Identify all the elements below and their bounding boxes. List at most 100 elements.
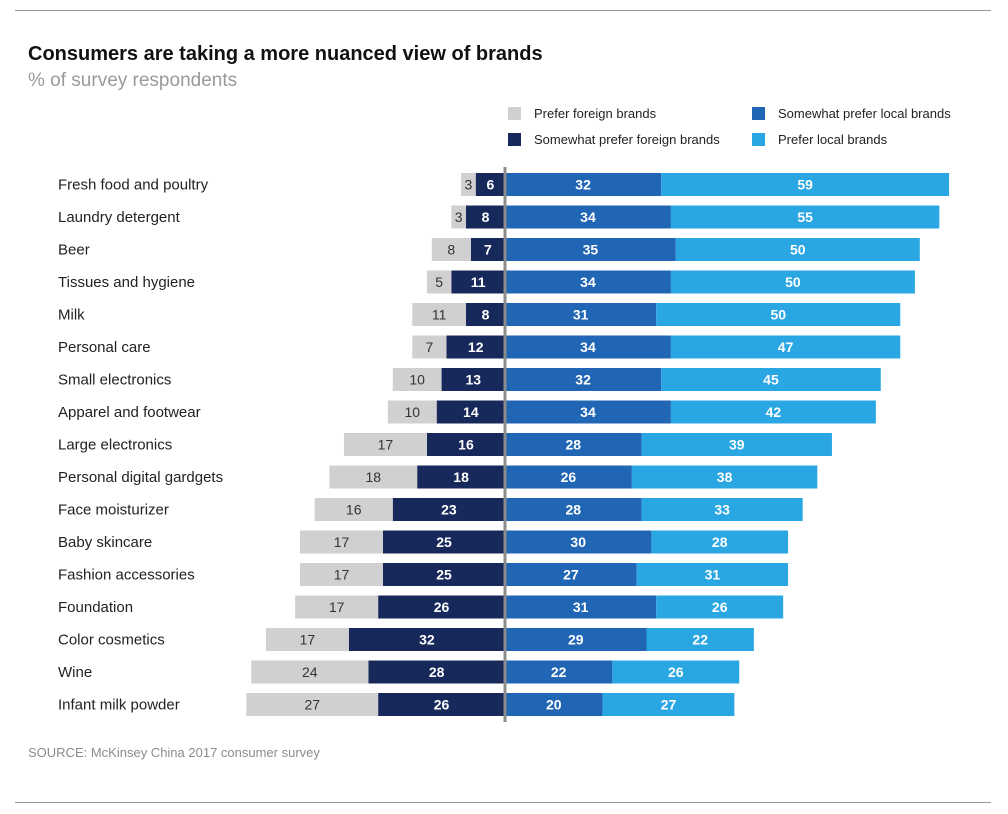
bar-prefer-local-brands [641, 433, 832, 456]
data-label-prefer-local-brands: 22 [692, 632, 708, 648]
bar-prefer-local-brands [612, 660, 740, 684]
data-label-somewhat-prefer-foreign-brands: 14 [463, 404, 479, 420]
data-label-somewhat-prefer-local-brands: 22 [551, 664, 567, 680]
data-label-prefer-local-brands: 45 [763, 372, 779, 388]
legend-item-prefer-local: Prefer local brands [752, 132, 887, 147]
bar-somewhat-prefer-local-brands [505, 628, 647, 651]
bar-somewhat-prefer-local-brands [505, 400, 671, 424]
bar-somewhat-prefer-foreign-brands [475, 173, 505, 196]
data-label-prefer-foreign-brands: 16 [346, 502, 362, 518]
data-label-prefer-foreign-brands: 17 [378, 437, 394, 453]
data-label-somewhat-prefer-foreign-brands: 25 [436, 567, 452, 583]
data-label-somewhat-prefer-local-brands: 28 [566, 502, 582, 518]
data-label-somewhat-prefer-foreign-brands: 8 [482, 307, 490, 323]
bar-prefer-foreign-brands [392, 368, 442, 391]
chart-title: Consumers are taking a more nuanced view… [28, 43, 543, 65]
category-label: Foundation [58, 599, 133, 616]
bar-somewhat-prefer-local-brands [505, 498, 642, 521]
data-label-somewhat-prefer-foreign-brands: 13 [465, 372, 481, 388]
category-label: Tissues and hygiene [58, 274, 195, 291]
data-label-prefer-local-brands: 55 [797, 209, 813, 225]
bar-prefer-local-brands [661, 173, 950, 196]
data-label-somewhat-prefer-foreign-brands: 32 [419, 632, 435, 648]
data-label-prefer-local-brands: 47 [778, 339, 794, 355]
data-label-somewhat-prefer-local-brands: 34 [580, 274, 596, 290]
bar-prefer-local-brands [656, 303, 901, 326]
bar-somewhat-prefer-local-brands [505, 173, 662, 196]
bar-somewhat-prefer-foreign-brands [426, 433, 505, 456]
category-label: Personal digital gardgets [58, 469, 223, 486]
bar-prefer-local-brands [670, 205, 940, 229]
data-label-prefer-local-brands: 50 [770, 307, 786, 323]
category-label: Infant milk powder [58, 697, 180, 714]
data-label-somewhat-prefer-local-brands: 34 [580, 339, 596, 355]
category-label: Large electronics [58, 437, 172, 454]
legend-item-somewhat-foreign: Somewhat prefer foreign brands [508, 132, 720, 147]
data-label-somewhat-prefer-foreign-brands: 6 [486, 177, 494, 193]
data-label-prefer-local-brands: 28 [712, 534, 728, 550]
data-label-prefer-local-brands: 27 [661, 697, 677, 713]
data-label-prefer-local-brands: 50 [785, 274, 801, 290]
bar-somewhat-prefer-foreign-brands [383, 563, 505, 586]
category-label: Fresh food and poultry [58, 177, 209, 194]
category-label: Laundry detergent [58, 209, 181, 226]
bar-somewhat-prefer-local-brands [505, 693, 603, 716]
bar-somewhat-prefer-foreign-brands [446, 335, 505, 359]
data-label-prefer-foreign-brands: 5 [435, 274, 443, 290]
bar-somewhat-prefer-local-brands [505, 433, 642, 456]
category-label: Apparel and footwear [58, 404, 201, 421]
center-divider [503, 167, 507, 722]
data-label-prefer-local-brands: 38 [717, 469, 733, 485]
legend-item-somewhat-local: Somewhat prefer local brands [752, 106, 951, 121]
data-label-prefer-foreign-brands: 17 [300, 632, 316, 648]
data-label-prefer-foreign-brands: 11 [432, 307, 447, 323]
data-label-prefer-foreign-brands: 7 [425, 339, 433, 355]
data-label-somewhat-prefer-foreign-brands: 26 [434, 599, 450, 615]
data-label-prefer-foreign-brands: 10 [409, 372, 425, 388]
data-label-somewhat-prefer-local-brands: 34 [580, 404, 596, 420]
data-label-somewhat-prefer-foreign-brands: 11 [471, 274, 486, 290]
data-label-somewhat-prefer-foreign-brands: 18 [453, 469, 469, 485]
data-label-somewhat-prefer-foreign-brands: 12 [468, 339, 484, 355]
bar-somewhat-prefer-local-brands [505, 563, 637, 586]
bar-prefer-foreign-brands [431, 238, 471, 261]
bar-somewhat-prefer-foreign-brands [368, 660, 505, 684]
data-label-somewhat-prefer-local-brands: 31 [573, 599, 589, 615]
bar-somewhat-prefer-foreign-brands [465, 303, 505, 326]
data-label-prefer-foreign-brands: 17 [334, 534, 350, 550]
bar-somewhat-prefer-local-brands [505, 660, 613, 684]
data-label-prefer-local-brands: 33 [714, 502, 730, 518]
bar-prefer-local-brands [631, 465, 818, 489]
legend-label: Somewhat prefer foreign brands [534, 132, 720, 147]
data-label-somewhat-prefer-foreign-brands: 8 [482, 209, 490, 225]
bar-somewhat-prefer-local-brands [505, 303, 657, 326]
bar-prefer-foreign-brands [300, 530, 383, 554]
category-label: Milk [58, 307, 85, 324]
data-label-prefer-local-brands: 59 [797, 177, 813, 193]
bar-prefer-foreign-brands [426, 270, 452, 294]
bar-somewhat-prefer-foreign-brands [441, 368, 505, 391]
bar-somewhat-prefer-local-brands [505, 205, 671, 229]
bar-somewhat-prefer-foreign-brands [451, 270, 505, 294]
data-label-prefer-local-brands: 39 [729, 437, 745, 453]
bar-prefer-foreign-brands [314, 498, 393, 521]
data-label-prefer-foreign-brands: 27 [304, 697, 320, 713]
bar-somewhat-prefer-local-brands [505, 270, 671, 294]
data-label-somewhat-prefer-local-brands: 29 [568, 632, 584, 648]
bar-somewhat-prefer-foreign-brands [378, 693, 505, 716]
data-label-somewhat-prefer-local-brands: 35 [583, 242, 599, 258]
bar-prefer-foreign-brands [329, 465, 418, 489]
bar-prefer-foreign-brands [387, 400, 437, 424]
bar-prefer-foreign-brands [343, 433, 427, 456]
bar-somewhat-prefer-foreign-brands [383, 530, 505, 554]
data-label-somewhat-prefer-foreign-brands: 26 [434, 697, 450, 713]
bar-somewhat-prefer-foreign-brands [417, 465, 505, 489]
data-label-somewhat-prefer-local-brands: 32 [575, 177, 591, 193]
data-label-prefer-local-brands: 26 [712, 599, 728, 615]
legend-label: Somewhat prefer local brands [778, 106, 951, 121]
data-label-prefer-foreign-brands: 3 [465, 177, 473, 193]
data-label-prefer-local-brands: 26 [668, 664, 684, 680]
legend-swatch-prefer-local [752, 133, 765, 146]
bar-prefer-foreign-brands [412, 303, 466, 326]
data-label-prefer-foreign-brands: 8 [447, 242, 455, 258]
